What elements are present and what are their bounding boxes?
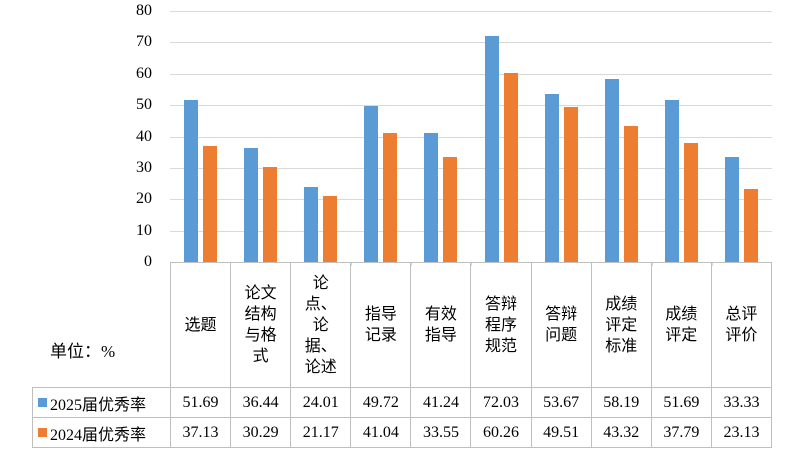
gridline bbox=[170, 73, 772, 75]
category-label: 有效 指导 bbox=[411, 263, 472, 387]
bar-2025届优秀率 bbox=[424, 132, 439, 262]
value-cell: 33.33 bbox=[711, 388, 772, 418]
y-axis-tick-label: 70 bbox=[136, 33, 152, 51]
axis-tick bbox=[651, 262, 653, 266]
bar-2024届优秀率 bbox=[503, 72, 518, 262]
value-cell: 72.03 bbox=[471, 388, 532, 418]
y-axis-tick-label: 40 bbox=[136, 127, 152, 145]
category-label: 选题 bbox=[171, 263, 232, 387]
value-cell: 23.13 bbox=[711, 418, 772, 448]
axis-tick bbox=[591, 262, 593, 266]
legend-series-name: 2025届优秀率 bbox=[50, 396, 147, 414]
value-cell: 37.13 bbox=[171, 418, 232, 448]
legend-series-name: 2024届优秀率 bbox=[50, 426, 147, 444]
gridline bbox=[170, 105, 772, 107]
category-label: 答辩 问题 bbox=[532, 263, 592, 387]
value-cell: 30.29 bbox=[231, 418, 292, 448]
bar-2025届优秀率 bbox=[725, 157, 740, 262]
value-cell: 36.44 bbox=[231, 388, 292, 418]
value-cell: 51.69 bbox=[171, 388, 232, 418]
bar-2025届优秀率 bbox=[243, 147, 258, 262]
y-axis-tick-label: 50 bbox=[136, 96, 152, 114]
bar-2025届优秀率 bbox=[484, 36, 499, 262]
y-axis-tick-label: 10 bbox=[136, 221, 152, 239]
value-cell: 37.79 bbox=[651, 418, 712, 448]
bar-2025届优秀率 bbox=[183, 99, 198, 262]
y-axis-tick-label: 30 bbox=[136, 158, 152, 176]
bar-2025届优秀率 bbox=[364, 106, 379, 262]
bar-2024届优秀率 bbox=[563, 106, 578, 262]
category-label: 成绩 评定 bbox=[652, 263, 712, 387]
plot-area bbox=[170, 11, 772, 266]
y-axis-tick-label: 60 bbox=[136, 64, 152, 82]
axis-tick bbox=[531, 262, 533, 266]
bar-2024届优秀率 bbox=[323, 195, 337, 262]
gridline bbox=[170, 136, 772, 138]
category-label: 论文 结构 与格 式 bbox=[231, 263, 292, 387]
bar-2025届优秀率 bbox=[544, 93, 559, 262]
category-label: 论 点、 论 据、 论述 bbox=[291, 263, 352, 387]
bar-2024届优秀率 bbox=[202, 145, 217, 262]
gridline bbox=[170, 42, 772, 44]
bar-2024届优秀率 bbox=[684, 143, 699, 262]
bar-2025届优秀率 bbox=[665, 99, 680, 262]
value-cell: 58.19 bbox=[591, 388, 652, 418]
axis-tick bbox=[471, 262, 472, 266]
table-row: 2024届优秀率 37.13 30.29 21.17 41.04 33.55 60.26 49… bbox=[33, 418, 772, 448]
category-label: 答辩 程序 规范 bbox=[471, 263, 532, 387]
value-cell: 49.51 bbox=[531, 418, 592, 448]
value-cell: 43.32 bbox=[591, 418, 652, 448]
gridline bbox=[170, 199, 772, 201]
value-cell: 21.17 bbox=[291, 418, 352, 448]
y-axis-tick-label: 0 bbox=[144, 253, 152, 270]
category-label: 总评 评价 bbox=[725, 306, 758, 344]
unit-label: 单位：% bbox=[50, 342, 116, 361]
y-axis-tick-label: 20 bbox=[136, 190, 152, 208]
bar-2024届优秀率 bbox=[624, 126, 638, 262]
bar-2025届优秀率 bbox=[304, 186, 318, 262]
legend-cell: 2025届优秀率 bbox=[33, 388, 171, 418]
legend-swatch bbox=[38, 398, 47, 407]
bar-2024届优秀率 bbox=[262, 166, 277, 262]
axis-tick bbox=[711, 262, 713, 266]
category-axis: 选题 论文 结构 与格 式论 点、 论 据、 论述 指导 记录 有效 指导 答辩 程序 … bbox=[170, 262, 772, 388]
bar-2025届优秀率 bbox=[605, 79, 619, 262]
value-cell: 41.04 bbox=[351, 418, 412, 448]
legend-cell: 2024届优秀率 bbox=[33, 418, 171, 448]
gridline bbox=[170, 230, 772, 232]
value-cell: 53.67 bbox=[531, 388, 592, 418]
category-label: 成绩 评定 标准 bbox=[592, 263, 652, 387]
y-axis-tick-label: 80 bbox=[136, 2, 152, 19]
table-row: 2025届优秀率 51.69 36.44 24.01 49.72 41.24 72.03 53… bbox=[33, 388, 772, 418]
bar-2024届优秀率 bbox=[744, 189, 759, 262]
bar-2024届优秀率 bbox=[443, 156, 458, 262]
value-cell: 41.24 bbox=[411, 388, 472, 418]
value-cell: 60.26 bbox=[471, 418, 532, 448]
gridline bbox=[170, 167, 772, 169]
value-cell: 33.55 bbox=[411, 418, 472, 448]
category-label: 指导 记录 bbox=[351, 263, 412, 387]
legend-data-table: 2025届优秀率 51.69 36.44 24.01 49.72 41.24 72.03 53… bbox=[32, 387, 772, 448]
gridline bbox=[170, 11, 772, 12]
bar-2024届优秀率 bbox=[383, 133, 398, 262]
legend-swatch bbox=[38, 428, 47, 437]
value-cell: 51.69 bbox=[651, 388, 712, 418]
value-cell: 24.01 bbox=[291, 388, 352, 418]
value-cell: 49.72 bbox=[351, 388, 412, 418]
